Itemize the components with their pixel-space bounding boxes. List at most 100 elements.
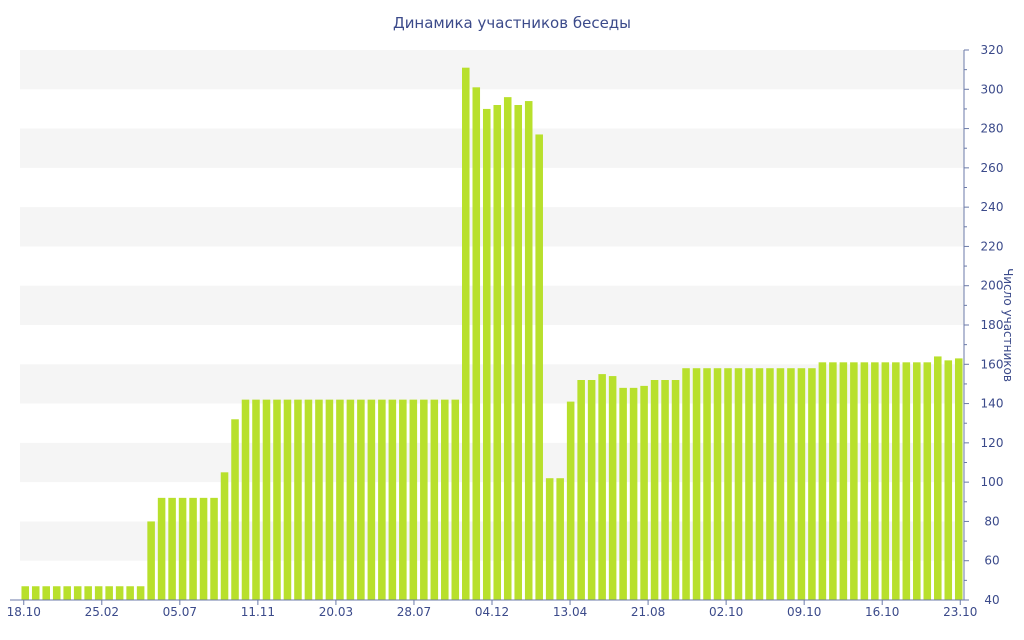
bar [514, 105, 522, 600]
bar [661, 380, 669, 600]
x-tick-label: 11.11 [241, 605, 275, 619]
bar [399, 399, 407, 600]
grid-band [20, 207, 964, 247]
y-tick-label: 40 [984, 593, 999, 607]
bar [441, 399, 449, 600]
bar [682, 368, 690, 600]
bar [367, 399, 376, 600]
bars [21, 67, 963, 601]
grid-band [20, 128, 964, 168]
bar [126, 586, 134, 600]
bar [839, 362, 848, 600]
bar [535, 134, 543, 600]
y-tick-label: 160 [981, 357, 1004, 371]
bar [241, 399, 250, 600]
bar [923, 362, 932, 600]
bar [472, 87, 481, 600]
bar [336, 399, 344, 600]
grid-bands [20, 50, 964, 561]
bar [73, 586, 82, 600]
bar [252, 399, 260, 600]
bar [776, 368, 785, 600]
bar [325, 399, 334, 600]
y-tick-label: 200 [981, 279, 1004, 293]
bar [629, 387, 638, 600]
y-tick-label: 100 [981, 475, 1004, 489]
bar [734, 368, 743, 600]
chart-title: Динамика участников беседы [393, 14, 631, 32]
bar [797, 368, 806, 600]
bar [388, 399, 397, 600]
bar [944, 360, 953, 600]
bar [451, 399, 460, 600]
x-tick-label: 05.07 [163, 605, 197, 619]
x-tick-label: 23.10 [943, 605, 977, 619]
bar [934, 356, 942, 600]
bar [892, 362, 900, 600]
y-axis-label: Число участников [1001, 268, 1015, 382]
bar [650, 380, 659, 600]
bar [21, 586, 30, 600]
bar [755, 368, 764, 600]
bar [210, 497, 218, 600]
bar [357, 399, 365, 600]
bar [94, 586, 103, 600]
bar [640, 385, 648, 600]
bar [315, 399, 323, 600]
bar [608, 376, 617, 600]
grid-band [20, 50, 964, 90]
bar [378, 399, 386, 600]
x-tick-label: 18.10 [7, 605, 41, 619]
bar [31, 586, 40, 600]
bar [713, 368, 722, 600]
bar [871, 362, 879, 600]
bar [913, 362, 921, 600]
grid-band [20, 442, 964, 483]
bar [84, 586, 92, 600]
bar [619, 387, 627, 600]
bar [105, 586, 113, 600]
bar [199, 497, 208, 600]
bar [850, 362, 858, 600]
bar [671, 380, 680, 600]
bar [724, 368, 732, 600]
bar [881, 362, 890, 600]
bar [220, 472, 229, 600]
y-tick-label: 140 [981, 397, 1004, 411]
bar [524, 101, 533, 600]
bar [462, 67, 470, 601]
x-axis: 18.10 25.02 05.07 11.11 20.03 28.07 04.12 13.04… [7, 599, 977, 619]
bar [745, 368, 753, 600]
bar [231, 419, 239, 600]
bar [808, 368, 816, 600]
bar [566, 401, 575, 600]
x-tick-label: 04.12 [475, 605, 509, 619]
grid-band [20, 521, 964, 561]
bar [283, 399, 292, 600]
bar [168, 497, 176, 600]
bar [587, 380, 596, 600]
bar [902, 362, 911, 600]
bar [430, 399, 439, 600]
x-tick-label: 20.03 [319, 605, 353, 619]
bar [304, 399, 313, 600]
x-tick-label: 09.10 [787, 605, 821, 619]
y-tick-label: 300 [981, 82, 1004, 96]
bar [178, 497, 187, 600]
bar [545, 478, 554, 600]
bar [482, 108, 491, 601]
y-tick-label: 60 [984, 554, 999, 568]
bar [829, 362, 837, 600]
bar [692, 368, 701, 600]
bar [346, 399, 355, 600]
bar [273, 399, 281, 600]
bar [503, 97, 512, 600]
bar [42, 586, 50, 600]
bar [954, 358, 963, 600]
bar [818, 362, 827, 600]
bar [766, 368, 774, 600]
bar [703, 368, 711, 600]
bar [409, 399, 418, 600]
x-tick-label: 16.10 [865, 605, 899, 619]
bar [147, 521, 155, 600]
